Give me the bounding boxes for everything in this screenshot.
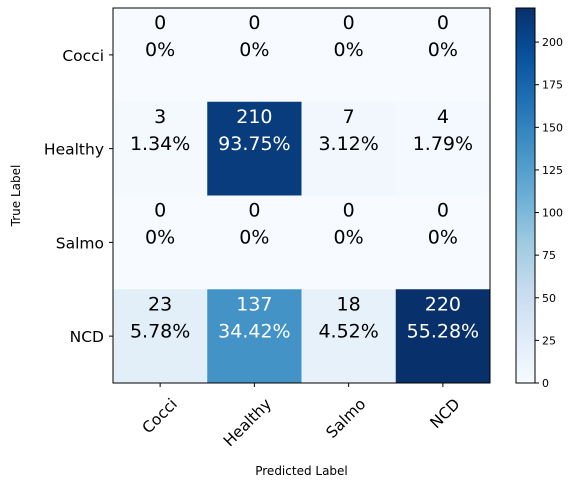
- heatmap-cell: [207, 101, 302, 196]
- cell-percentage-label: 3.12%: [318, 133, 378, 155]
- heatmap-cell: [395, 101, 491, 196]
- cell-count-label: 0: [343, 200, 355, 222]
- cell-count-label: 220: [425, 293, 461, 315]
- cell-count-label: 3: [154, 106, 166, 128]
- cell-count-label: 7: [343, 106, 355, 128]
- cell-percentage-label: 1.79%: [413, 133, 473, 155]
- cell-count-label: 0: [437, 200, 449, 222]
- cell-percentage-label: 55.28%: [407, 320, 479, 342]
- cell-count-label: 0: [248, 12, 260, 34]
- cell-count-label: 137: [236, 293, 272, 315]
- cell-count-label: 0: [154, 200, 166, 222]
- heatmap-cell: [301, 289, 397, 384]
- cell-count-label: 210: [236, 106, 272, 128]
- x-axis-ticks: Cocci Healthy Salmo NCD: [139, 383, 464, 450]
- colorbar-tick-label: 75: [542, 249, 556, 262]
- heatmap-cell: [395, 195, 491, 290]
- cell-percentage-label: 0%: [428, 39, 458, 61]
- cell-count-label: 4: [437, 106, 449, 128]
- heatmap-cell: [113, 195, 208, 290]
- cell-percentage-label: 0%: [239, 227, 269, 249]
- colorbar-tick-label: 125: [542, 164, 563, 177]
- y-axis-ticks: Cocci Healthy Salmo NCD: [44, 47, 113, 346]
- cell-count-label: 18: [337, 293, 361, 315]
- cell-count-label: 0: [154, 12, 166, 34]
- heatmap-cell: [301, 195, 397, 290]
- heatmap-cell: [301, 8, 397, 103]
- colorbar-tick-label: 175: [542, 79, 563, 92]
- colorbar-ticks: 0 25 50 75 100 125 150 175 200: [535, 36, 563, 390]
- cell-percentage-label: 0%: [145, 39, 175, 61]
- colorbar-tick-label: 150: [542, 121, 563, 134]
- x-tick-label: Healthy: [220, 395, 275, 450]
- colorbar-tick-label: 0: [542, 377, 549, 390]
- y-tick-label: Healthy: [44, 141, 104, 159]
- cell-count-label: 23: [148, 293, 172, 315]
- x-tick-label: NCD: [427, 395, 464, 432]
- cell-percentage-label: 0%: [334, 39, 364, 61]
- cell-percentage-label: 4.52%: [318, 320, 378, 342]
- cell-percentage-label: 0%: [239, 39, 269, 61]
- colorbar-tick-label: 50: [542, 292, 556, 305]
- heatmap-cell: [113, 8, 208, 103]
- heatmap-cell: [113, 289, 208, 384]
- heatmap-cell: [395, 289, 491, 384]
- cell-percentage-label: 1.34%: [130, 133, 190, 155]
- heatmap-cell: [207, 289, 302, 384]
- cell-percentage-label: 34.42%: [218, 320, 290, 342]
- cell-percentage-label: 0%: [334, 227, 364, 249]
- cell-percentage-label: 5.78%: [130, 320, 190, 342]
- plot-frame: [112, 7, 491, 384]
- colorbar-tick-label: 100: [542, 207, 563, 220]
- cell-percentage-label: 0%: [145, 227, 175, 249]
- cell-percentage-label: 93.75%: [218, 133, 290, 155]
- heatmap-cell: [207, 8, 302, 103]
- heatmap-cell: [207, 195, 302, 290]
- x-tick-label: Cocci: [139, 395, 181, 437]
- cell-annotations: 0 0% 0 0% 0 0% 0 0% 3 1.34% 210 93.75% 7 3.12% 4 1.79% 0…: [130, 12, 479, 342]
- heatmap-cell: [395, 8, 491, 103]
- heatmap-cells: [113, 8, 491, 384]
- colorbar-tick-label: 200: [542, 36, 563, 49]
- y-tick-label: Salmo: [56, 234, 104, 252]
- y-tick-label: Cocci: [62, 47, 104, 65]
- cell-count-label: 0: [437, 12, 449, 34]
- cell-count-label: 0: [343, 12, 355, 34]
- colorbar-tick-label: 25: [542, 334, 556, 347]
- x-tick-label: Salmo: [323, 395, 370, 442]
- colorbar: [515, 7, 536, 384]
- y-axis-label: True Label: [9, 165, 23, 228]
- x-axis-label: Predicted Label: [255, 464, 348, 478]
- heatmap-cell: [113, 101, 208, 196]
- y-tick-label: NCD: [70, 328, 104, 346]
- heatmap-cell: [301, 101, 397, 196]
- cell-percentage-label: 0%: [428, 227, 458, 249]
- cell-count-label: 0: [248, 200, 260, 222]
